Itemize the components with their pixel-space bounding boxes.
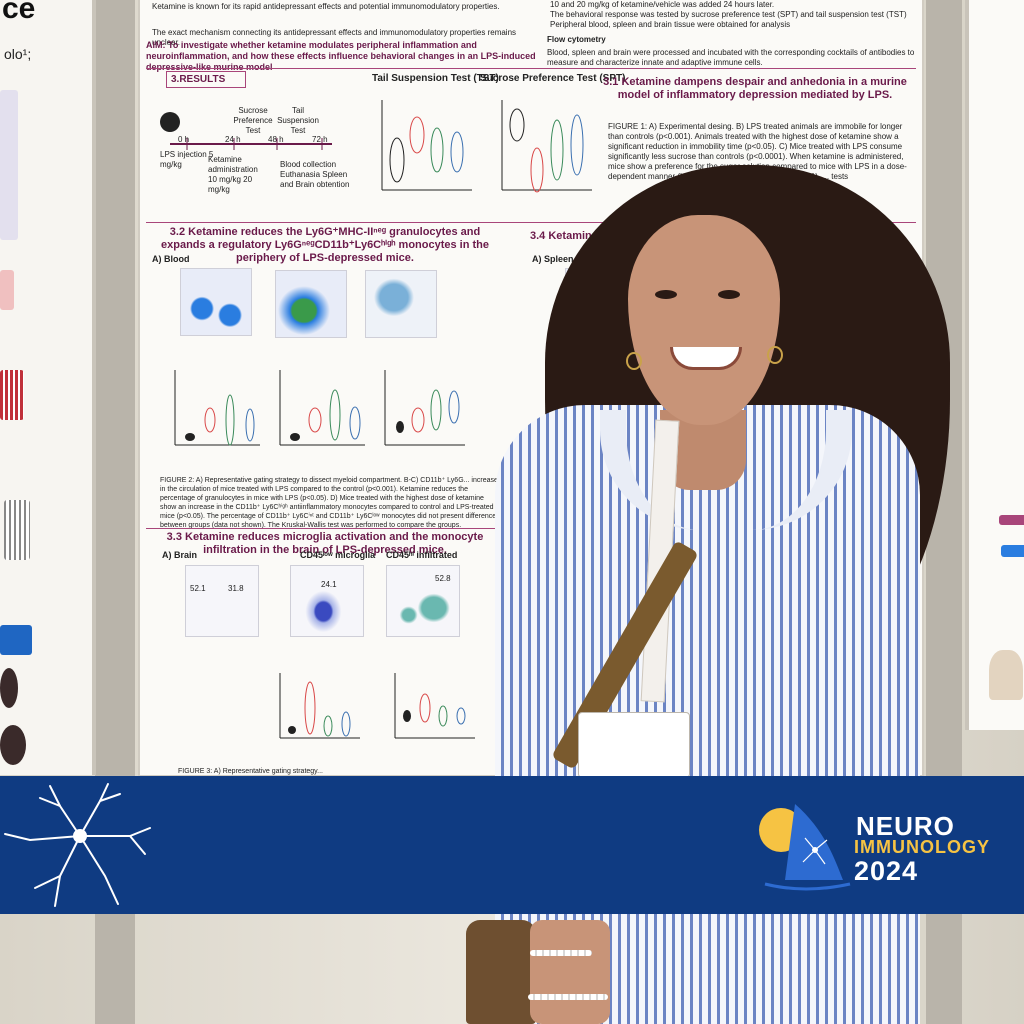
spleen-label: A) Spleen (532, 254, 574, 264)
forearm (530, 920, 610, 1024)
tst-title: Tail Suspension Test (TST) (372, 73, 499, 84)
bracelet-1 (530, 950, 592, 956)
logo-text-neuro: NEURO (856, 811, 955, 841)
flow-title: Flow cytometry (547, 35, 606, 44)
section-3-2-title: 3.2 Ketamine reduces the Ly6G⁺MHC-IIⁿᵉᵍ … (161, 226, 489, 264)
results-title: 3.RESULTS (166, 71, 246, 88)
poster-left-title-fragment: ce (2, 0, 36, 25)
intro-bullet-2: The exact mechanism connecting its antid… (152, 28, 517, 47)
methods-bullet-2: The behavioral response was tested by su… (550, 10, 907, 19)
brain-label: A) Brain (162, 550, 198, 560)
conference-logo-icon (759, 804, 851, 891)
section-3-3-title: 3.3 Ketamine reduces microglia activatio… (166, 531, 484, 556)
flow-text: Blood, spleen and brain were processed a… (547, 48, 915, 67)
flow-plot-3 (365, 270, 437, 338)
earring-left (626, 352, 642, 370)
flow-plot-1 (180, 268, 252, 336)
microglia-label: CD45ˡᵒʷ microglia (300, 550, 376, 560)
poster-left-fragment: ce olo¹; (0, 0, 96, 775)
brain-flow-plot-2: 24.1 (290, 565, 364, 637)
right-eye (718, 290, 740, 299)
methods-bullet-3: Peripheral blood, spleen and brain tissu… (550, 20, 791, 29)
figure-3-caption: FIGURE 3: A) Representative gating strat… (178, 768, 323, 775)
figure-2-caption: FIGURE 2: A) Representative gating strat… (160, 477, 500, 529)
earring-right (767, 346, 783, 364)
granulocyte-violin-plots (174, 370, 465, 446)
neuron-icon (4, 783, 151, 907)
timeline-diagram (160, 112, 332, 150)
blood-label: A) Blood (152, 254, 190, 264)
logo-text-immunology: IMMUNOLOGY (854, 837, 990, 857)
aim-statement: AIM: To investigate whether ketamine mod… (146, 40, 536, 72)
spt-title: Sucrose Preference Test (SPT) (480, 73, 626, 84)
brain-violin-plots (279, 673, 475, 739)
flow-plot-2 (275, 270, 347, 338)
face (628, 215, 780, 425)
methods-bullet-1: 10 and 20 mg/kg of ketamine/vehicle was … (550, 0, 775, 9)
name-badge (578, 712, 690, 778)
bracelet-2 (528, 994, 608, 1000)
poster-right-fragment (965, 0, 1024, 730)
left-eye (655, 290, 677, 299)
poster-left-author-fragment: olo¹; (4, 46, 32, 62)
conference-banner: NEURO IMMUNOLOGY 2024 (0, 776, 1024, 914)
section-3-1-title: 3.1 Ketamine dampens despair and anhedon… (603, 76, 907, 101)
behavior-violin-plots (381, 100, 592, 193)
brain-flow-plot-1: 52.1 31.8 (185, 565, 259, 637)
handbag (466, 920, 536, 1024)
intro-bullet-1: Ketamine is known for its rapid antidepr… (152, 2, 500, 11)
logo-text-year: 2024 (854, 856, 919, 886)
infiltrated-label: CD45ʰⁱ infiltrated (386, 550, 458, 560)
brain-flow-plot-3: 52.8 (386, 565, 460, 637)
